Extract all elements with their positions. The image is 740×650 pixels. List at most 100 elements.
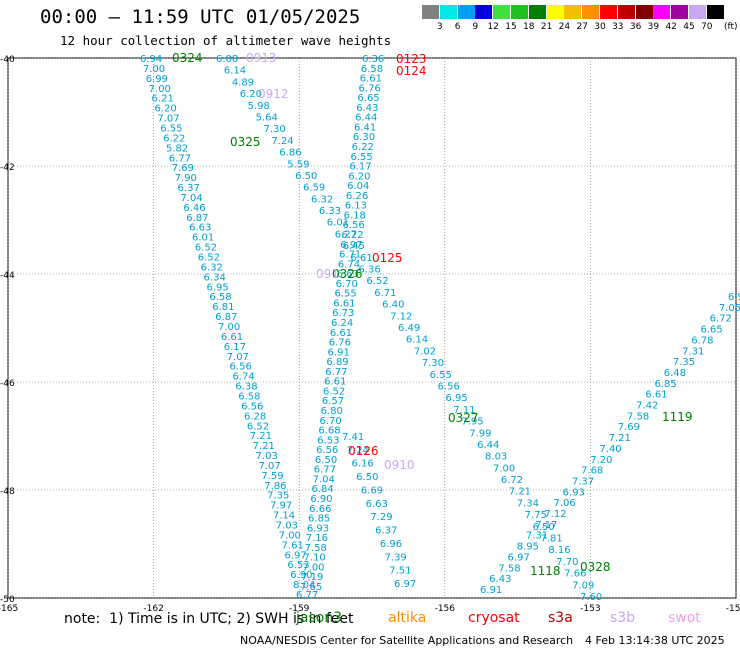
track-c-value: 6.71 bbox=[374, 288, 396, 299]
track-e-value: 7.31 bbox=[682, 346, 704, 357]
track-b-value: 6.77 bbox=[314, 465, 336, 476]
track-d-value: 7.51 bbox=[389, 566, 411, 577]
track-a-value: 7.14 bbox=[273, 511, 295, 522]
credit-line: NOAA/NESDIS Center for Satellite Applica… bbox=[240, 634, 574, 647]
legend-swatch bbox=[689, 5, 706, 19]
track-a-value: 6.46 bbox=[183, 203, 205, 214]
track-b-value: 6.71 bbox=[339, 250, 361, 261]
track-c-value: 6.55 bbox=[430, 370, 452, 381]
track-a-value: 7.07 bbox=[227, 352, 249, 363]
track-e-value: 7.20 bbox=[590, 455, 612, 466]
track-e-value: 6.99 bbox=[728, 292, 740, 303]
timestamp: 4 Feb 13:14:38 UTC 2025 bbox=[585, 634, 725, 647]
track-d-value: 6.37 bbox=[375, 526, 397, 537]
track-b-value: 6.97 bbox=[340, 240, 362, 251]
track-c-value: 6.40 bbox=[382, 300, 404, 311]
track-c-value: 6.14 bbox=[224, 66, 246, 77]
track-a-value: 8.04 bbox=[293, 580, 315, 591]
pass-label-1118: 1118 bbox=[530, 564, 561, 578]
track-c-value: 5.59 bbox=[287, 159, 309, 170]
track-c-value: 6.44 bbox=[477, 440, 499, 451]
track-d-value: 7.29 bbox=[370, 512, 392, 523]
track-b-value: 6.65 bbox=[357, 93, 379, 104]
track-a-value: 7.59 bbox=[261, 471, 283, 482]
track-b-value: 7.19 bbox=[301, 572, 323, 583]
legend-label: 18 bbox=[523, 22, 535, 32]
track-b-value: 6.91 bbox=[328, 347, 350, 358]
track-c-value: 7.30 bbox=[422, 358, 444, 369]
track-b-value: 6.30 bbox=[353, 132, 375, 143]
track-a-value: 6.52 bbox=[247, 421, 269, 432]
satellite-jason3: jason3 bbox=[296, 610, 343, 626]
track-a-value: 7.21 bbox=[253, 441, 275, 452]
track-a-value: 6.58 bbox=[209, 292, 231, 303]
track-b-value: 6.68 bbox=[318, 426, 340, 437]
legend-label: 15 bbox=[505, 22, 517, 32]
track-e-value: 7.21 bbox=[609, 433, 631, 444]
track-a-value: 6.55 bbox=[160, 123, 182, 134]
pass-label-0123: 0123 bbox=[396, 52, 427, 66]
track-c-value: 6.20 bbox=[240, 89, 262, 100]
track-b-value: 6.36 bbox=[362, 54, 384, 65]
track-c-value: 6.50 bbox=[295, 171, 317, 182]
track-b-value: 7.58 bbox=[305, 543, 327, 554]
track-b-value: 6.66 bbox=[309, 504, 331, 515]
track-c-value: 6.49 bbox=[398, 323, 420, 334]
legend-swatch bbox=[457, 5, 475, 19]
longitude-tick-label: -153 bbox=[580, 604, 600, 614]
track-b-value: 7.16 bbox=[306, 533, 328, 544]
satellite-altika: altika bbox=[388, 610, 427, 626]
legend-swatch bbox=[511, 5, 528, 19]
track-a-value: 7.21 bbox=[250, 431, 272, 442]
satellite-s3a: s3a bbox=[548, 610, 573, 626]
track-c-value: 7.95 bbox=[461, 417, 483, 428]
track-b-value: 6.41 bbox=[354, 122, 376, 133]
track-a-value: 6.32 bbox=[201, 262, 223, 273]
pass-label-0126: 0126 bbox=[348, 444, 379, 458]
track-c-value: 7.09 bbox=[572, 580, 594, 591]
legend-label: 27 bbox=[576, 22, 588, 32]
track-e-value: 7.69 bbox=[618, 422, 640, 433]
track-a-value: 7.97 bbox=[270, 501, 292, 512]
track-a-value: 7.03 bbox=[276, 521, 298, 532]
track-c-value: 7.34 bbox=[517, 498, 539, 509]
track-a-value: 6.56 bbox=[230, 362, 252, 373]
track-b-value: 6.89 bbox=[326, 357, 348, 368]
legend-label: 3 bbox=[436, 22, 443, 32]
legend-swatch bbox=[546, 5, 564, 19]
track-c-value: 6.61 bbox=[351, 253, 373, 264]
track-b-value: 7.00 bbox=[302, 562, 324, 573]
track-c-value: 8.16 bbox=[548, 545, 570, 556]
track-e-value: 6.91 bbox=[480, 585, 502, 596]
track-e-value: 7.68 bbox=[581, 466, 603, 477]
satellite-swot: swot bbox=[668, 610, 701, 626]
track-c-value: 7.99 bbox=[469, 428, 491, 439]
latitude-tick-label: -48 bbox=[0, 487, 15, 497]
track-a-value: 6.53 bbox=[287, 560, 309, 571]
track-a-value: 6.52 bbox=[195, 243, 217, 254]
track-c-value: 7.24 bbox=[271, 136, 293, 147]
track-e-value: 6.65 bbox=[700, 325, 722, 336]
track-b-value: 6.44 bbox=[355, 113, 377, 124]
track-e-value: 7.06 bbox=[553, 498, 575, 509]
track-c-value: 6.01 bbox=[327, 218, 349, 229]
track-c-value: 6.45 bbox=[343, 241, 365, 252]
legend-label: 33 bbox=[612, 22, 624, 32]
latitude-tick-label: -44 bbox=[0, 271, 15, 281]
track-b-value: 7.65 bbox=[300, 582, 322, 593]
track-c-value: 6.32 bbox=[311, 194, 333, 205]
footer-note: note: 1) Time is in UTC; 2) SWH is in fe… bbox=[64, 611, 354, 627]
track-c-value: 6.14 bbox=[406, 335, 428, 346]
track-c-value: 6.95 bbox=[445, 393, 467, 404]
track-b-value: 6.50 bbox=[315, 455, 337, 466]
track-c-value: 7.81 bbox=[540, 534, 562, 545]
track-d-value: 6.96 bbox=[380, 539, 402, 550]
track-a-value: 7.69 bbox=[172, 163, 194, 174]
track-c-value: 7.30 bbox=[263, 124, 285, 135]
track-b-value: 6.76 bbox=[329, 338, 351, 349]
track-a-value: 6.56 bbox=[241, 401, 263, 412]
track-e-value: 7.58 bbox=[498, 563, 520, 574]
track-a-value: 6.94 bbox=[140, 54, 162, 65]
pass-label-0325: 0325 bbox=[230, 135, 261, 149]
